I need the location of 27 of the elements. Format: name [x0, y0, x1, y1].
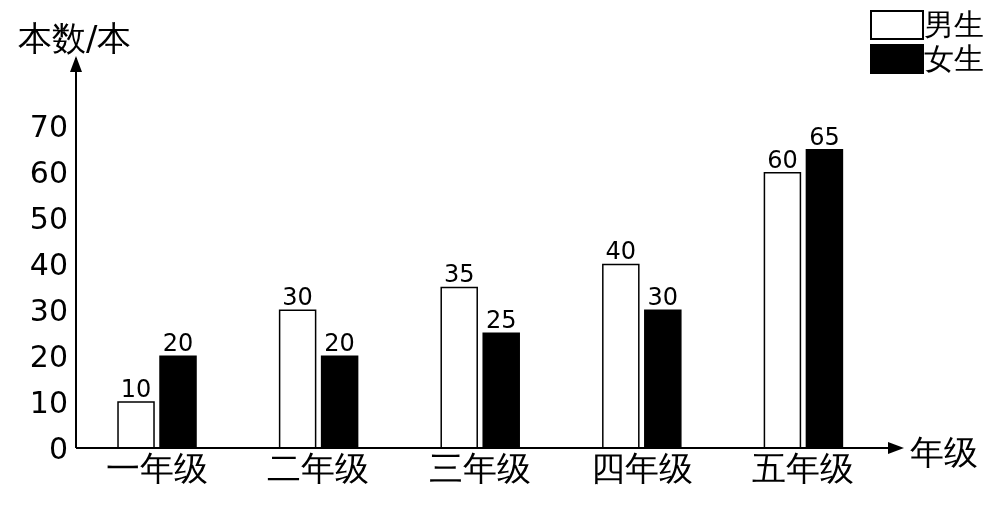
- data-label: 40: [605, 237, 637, 266]
- x-tick-label: 二年级: [267, 448, 370, 489]
- data-label: 20: [324, 329, 355, 358]
- y-tick-label: 60: [29, 155, 68, 191]
- data-label: 30: [647, 283, 679, 312]
- x-tick-label: 一年级: [105, 448, 208, 489]
- y-tick-label: 30: [29, 293, 68, 328]
- y-tick-label: 0: [48, 430, 68, 466]
- data-label: 35: [443, 260, 475, 289]
- x-tick-label: 四年级: [590, 448, 693, 489]
- data-label: 60: [767, 145, 798, 174]
- legend-label: 男生: [924, 7, 984, 42]
- y-tick-label: 70: [29, 109, 68, 145]
- y-tick-label: 50: [29, 201, 68, 237]
- data-label: 65: [809, 122, 840, 151]
- y-tick-label: 10: [29, 384, 68, 420]
- x-tick-label: 五年级: [752, 448, 855, 489]
- legend-label: 女生: [924, 41, 984, 76]
- data-label: 10: [120, 375, 152, 404]
- y-tick-label: 40: [29, 247, 68, 283]
- x-axis-title: 年级: [910, 431, 978, 474]
- data-label: 30: [282, 283, 313, 312]
- data-label: 20: [162, 329, 194, 358]
- y-axis-title: 本数/本: [18, 17, 132, 60]
- y-tick-label: 20: [29, 338, 68, 374]
- x-tick-label: 三年级: [429, 448, 531, 489]
- data-label: 25: [485, 306, 517, 335]
